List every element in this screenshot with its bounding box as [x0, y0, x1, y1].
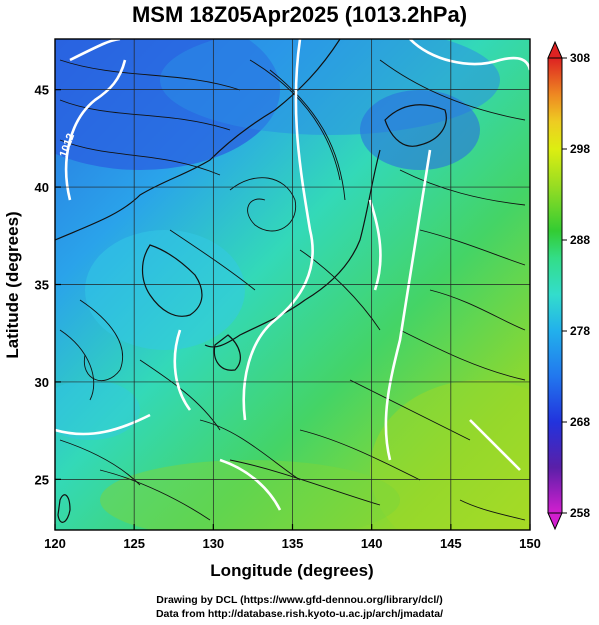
y-tick-label: 40 — [35, 180, 49, 195]
x-tick-label: 150 — [519, 536, 541, 551]
colorbar-label: 278 — [570, 324, 590, 338]
isobars — [55, 39, 530, 511]
credit-data: Data from http://database.rish.kyoto-u.a… — [155, 608, 444, 620]
y-tick-label: 45 — [35, 83, 49, 98]
colorbar: 308 298 288 278 268 258 — [547, 40, 590, 531]
streamlines — [59, 59, 526, 521]
credit-drawing: Drawing by DCL (https://www.gfd-dennou.o… — [156, 594, 443, 606]
colorbar-label: 308 — [570, 51, 590, 65]
colorbar-label: 298 — [570, 142, 590, 156]
y-axis-title: Latitude (degrees) — [3, 211, 22, 358]
x-tick-label: 135 — [282, 536, 304, 551]
y-tick-label: 25 — [35, 472, 49, 487]
x-tick-label: 130 — [202, 536, 224, 551]
x-tick-label: 120 — [44, 536, 66, 551]
y-axis-ticks: 25 30 35 40 45 — [35, 83, 61, 487]
x-axis-title: Longitude (degrees) — [210, 561, 373, 580]
colorbar-label: 258 — [570, 506, 590, 520]
colorbar-label: 268 — [570, 415, 590, 429]
x-axis-ticks: 120 125 130 135 140 145 150 — [44, 524, 541, 551]
colorbar-label: 288 — [570, 233, 590, 247]
x-tick-label: 145 — [440, 536, 462, 551]
x-tick-label: 125 — [123, 536, 145, 551]
y-tick-label: 35 — [35, 278, 49, 293]
colorbar-upper-arrow — [547, 40, 563, 59]
x-tick-label: 140 — [361, 536, 383, 551]
y-tick-label: 30 — [35, 375, 49, 390]
gridlines — [55, 39, 530, 530]
coastlines — [55, 39, 447, 523]
map-title: MSM 18Z05Apr2025 (1013.2hPa) — [131, 2, 468, 27]
colorbar-lower-arrow — [547, 512, 563, 531]
colorbar-scale — [547, 57, 563, 514]
